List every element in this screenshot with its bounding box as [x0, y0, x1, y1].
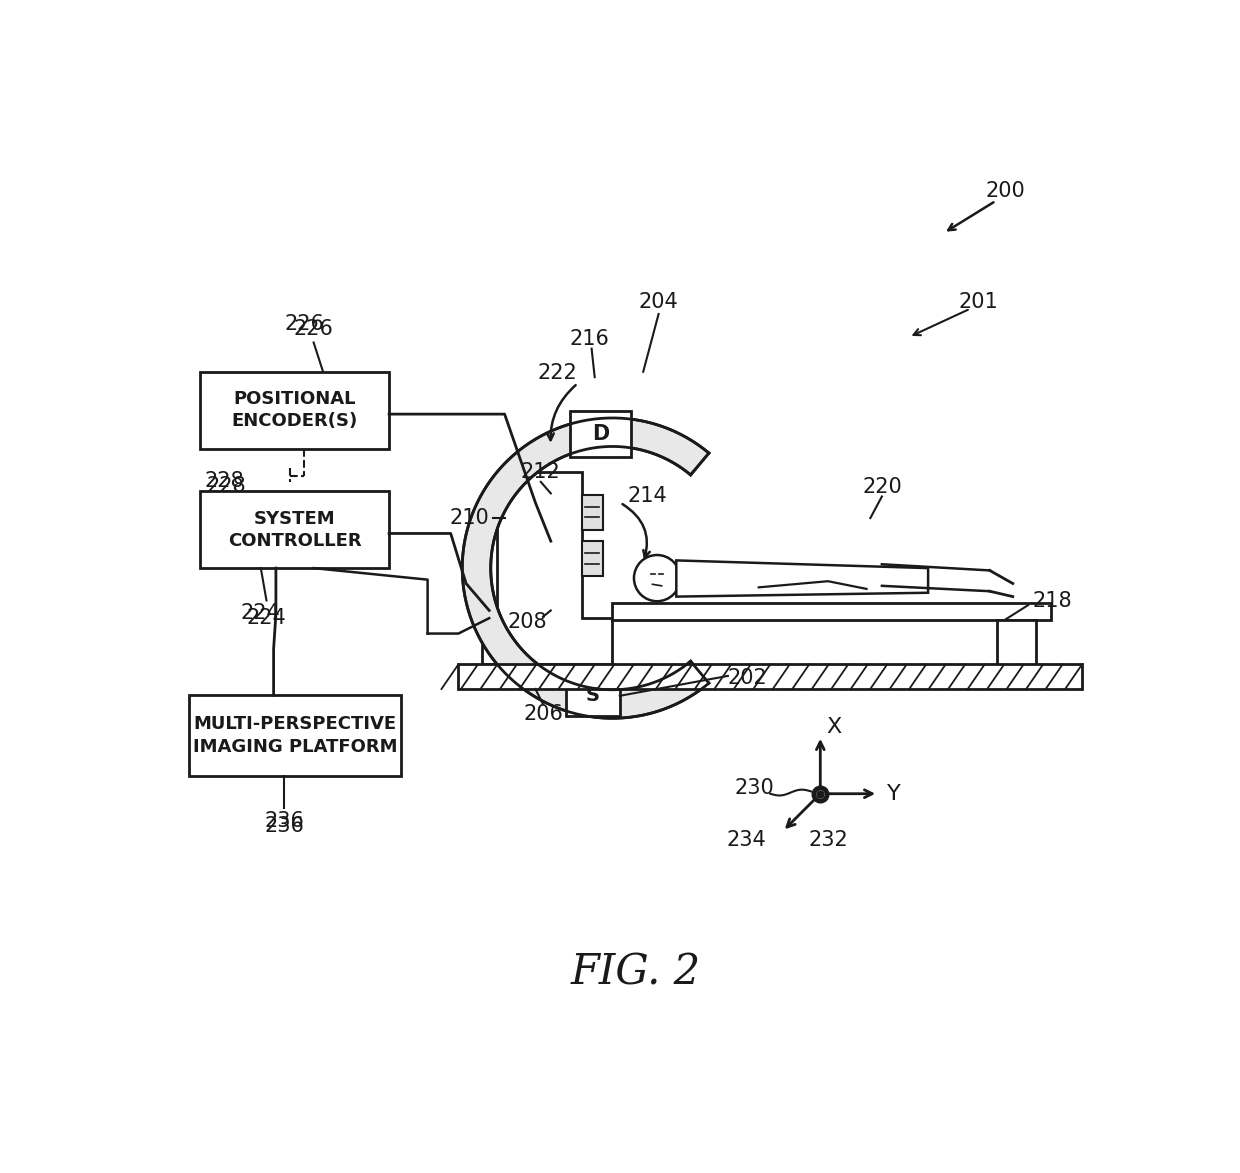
- Text: D: D: [591, 425, 609, 445]
- Bar: [569, 412, 631, 457]
- Text: 216: 216: [569, 330, 609, 350]
- Text: 236: 236: [264, 811, 304, 830]
- Text: 206: 206: [523, 705, 563, 725]
- Text: 224: 224: [241, 603, 280, 623]
- Circle shape: [634, 555, 681, 602]
- Text: 208: 208: [508, 612, 548, 632]
- Text: 230: 230: [734, 778, 774, 798]
- Text: 234: 234: [727, 830, 766, 850]
- Bar: [459, 664, 1083, 689]
- Bar: [997, 619, 1035, 673]
- Text: SYSTEM
CONTROLLER: SYSTEM CONTROLLER: [228, 509, 362, 550]
- Text: S: S: [585, 686, 600, 705]
- Text: 220: 220: [862, 477, 901, 497]
- Bar: [986, 673, 1048, 687]
- Text: 214: 214: [627, 487, 667, 507]
- Bar: [565, 676, 620, 716]
- Text: MULTI-PERSPECTIVE
IMAGING PLATFORM: MULTI-PERSPECTIVE IMAGING PLATFORM: [192, 716, 397, 755]
- Text: 202: 202: [728, 669, 768, 689]
- Text: 212: 212: [521, 462, 560, 482]
- Text: 210: 210: [449, 508, 490, 528]
- Text: 228: 228: [207, 476, 247, 496]
- Bar: [582, 495, 603, 530]
- Polygon shape: [676, 561, 928, 597]
- Bar: [582, 541, 603, 576]
- Text: 200: 200: [986, 181, 1025, 201]
- Text: POSITIONAL
ENCODER(S): POSITIONAL ENCODER(S): [232, 391, 358, 430]
- Text: Y: Y: [888, 784, 901, 804]
- Bar: [188, 696, 401, 777]
- Text: 224: 224: [247, 608, 286, 629]
- Text: 226: 226: [294, 319, 334, 339]
- Text: 232: 232: [808, 830, 848, 850]
- Text: 222: 222: [537, 364, 577, 384]
- Bar: [613, 603, 1052, 619]
- Text: 218: 218: [1032, 591, 1071, 611]
- Polygon shape: [481, 472, 613, 664]
- Text: 204: 204: [639, 292, 678, 312]
- Text: X: X: [826, 717, 842, 737]
- Bar: [201, 372, 389, 449]
- Text: 226: 226: [284, 314, 324, 334]
- PathPatch shape: [463, 418, 709, 718]
- Text: FIG. 2: FIG. 2: [570, 951, 701, 994]
- Bar: [201, 491, 389, 568]
- Text: 228: 228: [205, 472, 244, 491]
- Text: 201: 201: [959, 292, 998, 312]
- Text: 236: 236: [264, 816, 304, 836]
